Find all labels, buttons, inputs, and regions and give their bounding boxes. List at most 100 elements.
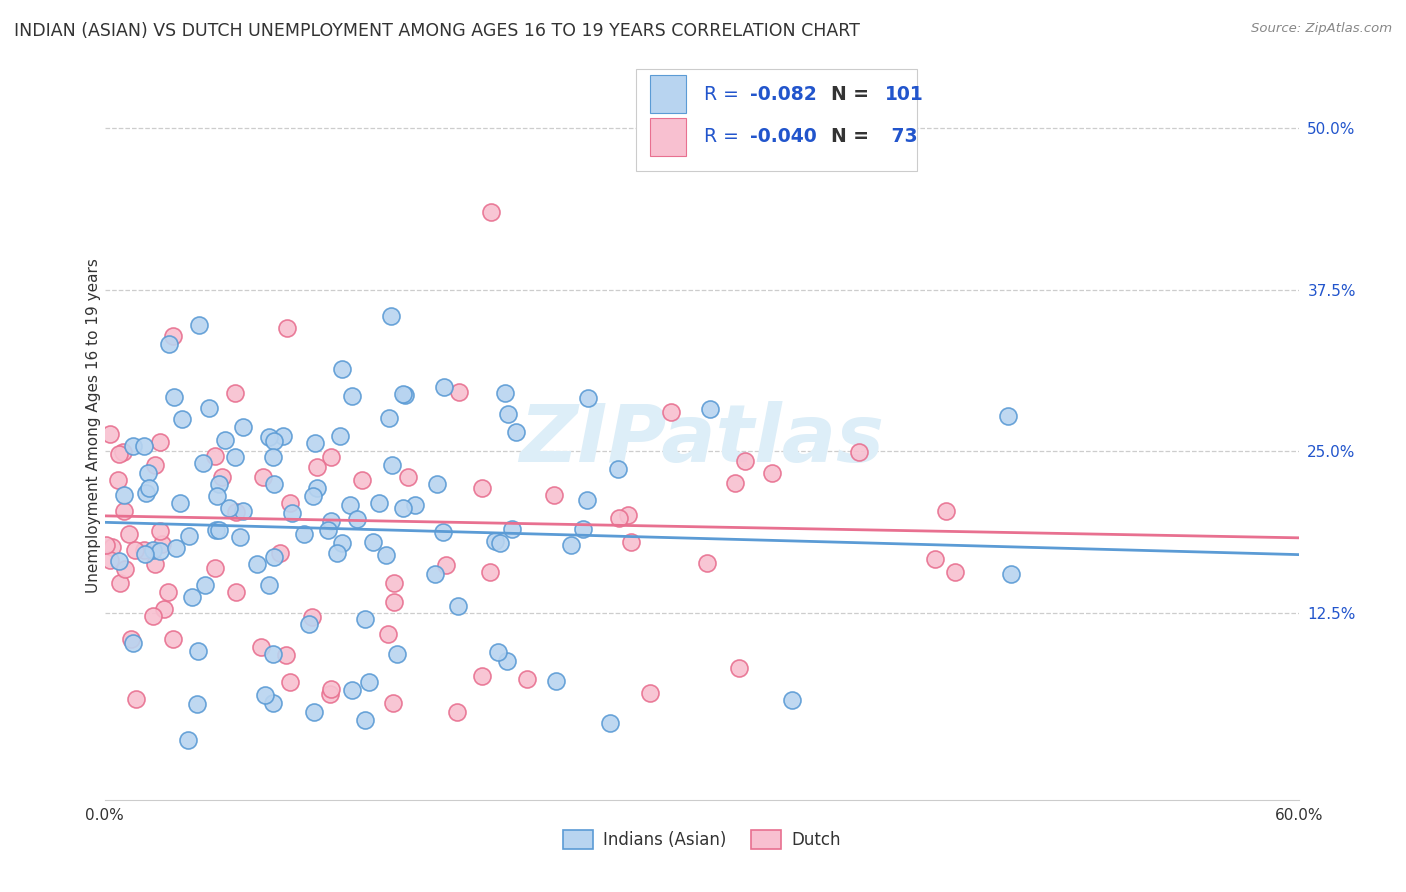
- Point: [229, 530, 252, 544]
- Point: [924, 551, 946, 566]
- Point: [180, 591, 202, 605]
- Point: [252, 470, 274, 484]
- Point: [101, 540, 124, 554]
- Point: [329, 428, 352, 442]
- Point: [177, 733, 200, 747]
- Point: [378, 411, 401, 425]
- Point: [340, 683, 363, 698]
- Point: [321, 514, 343, 528]
- Point: [380, 458, 402, 472]
- Point: [278, 496, 301, 510]
- Y-axis label: Unemployment Among Ages 16 to 19 years: Unemployment Among Ages 16 to 19 years: [86, 258, 101, 593]
- Point: [232, 420, 254, 434]
- Point: [145, 458, 167, 472]
- Point: [396, 470, 419, 484]
- Point: [319, 450, 342, 464]
- Point: [107, 473, 129, 487]
- Text: -0.040: -0.040: [749, 128, 817, 146]
- Point: [489, 535, 512, 549]
- Text: INDIAN (ASIAN) VS DUTCH UNEMPLOYMENT AMONG AGES 16 TO 19 YEARS CORRELATION CHART: INDIAN (ASIAN) VS DUTCH UNEMPLOYMENT AMO…: [14, 22, 860, 40]
- Point: [98, 553, 121, 567]
- Point: [125, 692, 148, 706]
- Point: [394, 388, 416, 402]
- Point: [943, 565, 966, 579]
- Point: [301, 609, 323, 624]
- Point: [496, 654, 519, 668]
- Point: [157, 337, 180, 351]
- Point: [120, 632, 142, 647]
- Point: [404, 498, 426, 512]
- Text: N =: N =: [831, 85, 876, 103]
- Point: [576, 492, 599, 507]
- Point: [307, 459, 329, 474]
- Point: [187, 644, 209, 658]
- Point: [617, 508, 640, 523]
- Point: [620, 534, 643, 549]
- Point: [136, 467, 159, 481]
- Point: [225, 584, 247, 599]
- Point: [330, 362, 353, 376]
- Point: [484, 533, 506, 548]
- Point: [375, 548, 398, 562]
- Text: N =: N =: [831, 128, 876, 146]
- Point: [214, 433, 236, 447]
- FancyBboxPatch shape: [651, 118, 686, 155]
- Point: [262, 647, 284, 661]
- Point: [118, 527, 141, 541]
- Point: [377, 627, 399, 641]
- Point: [638, 685, 661, 699]
- Point: [121, 636, 143, 650]
- Point: [262, 450, 284, 464]
- Point: [576, 391, 599, 405]
- Point: [170, 412, 193, 426]
- Point: [153, 602, 176, 616]
- Point: [659, 404, 682, 418]
- Point: [571, 522, 593, 536]
- Point: [340, 389, 363, 403]
- Point: [361, 534, 384, 549]
- Text: ZIPatlas: ZIPatlas: [519, 401, 884, 479]
- Point: [186, 697, 208, 711]
- Point: [346, 512, 368, 526]
- Point: [496, 407, 519, 421]
- Point: [145, 558, 167, 572]
- Point: [107, 447, 129, 461]
- Point: [204, 449, 226, 463]
- Text: -0.082: -0.082: [749, 85, 817, 103]
- Point: [494, 386, 516, 401]
- Point: [254, 688, 277, 702]
- Point: [257, 578, 280, 592]
- Point: [96, 537, 118, 551]
- Point: [163, 390, 186, 404]
- Point: [124, 543, 146, 558]
- Point: [302, 706, 325, 720]
- Point: [162, 632, 184, 647]
- Point: [501, 522, 523, 536]
- Point: [98, 427, 121, 442]
- Point: [150, 536, 173, 550]
- Point: [330, 535, 353, 549]
- Point: [134, 542, 156, 557]
- Point: [935, 504, 957, 518]
- Point: [257, 429, 280, 443]
- Point: [997, 409, 1019, 423]
- Point: [135, 486, 157, 500]
- Point: [149, 524, 172, 538]
- Point: [149, 435, 172, 450]
- Point: [198, 401, 221, 415]
- Point: [301, 489, 323, 503]
- Point: [141, 543, 163, 558]
- Point: [157, 584, 180, 599]
- Point: [350, 473, 373, 487]
- Point: [205, 523, 228, 537]
- Point: [1000, 566, 1022, 581]
- Point: [246, 558, 269, 572]
- Point: [447, 599, 470, 614]
- Point: [471, 669, 494, 683]
- Point: [232, 504, 254, 518]
- Point: [271, 429, 294, 443]
- FancyBboxPatch shape: [636, 70, 917, 170]
- Point: [359, 674, 381, 689]
- Point: [447, 385, 470, 400]
- Point: [392, 387, 415, 401]
